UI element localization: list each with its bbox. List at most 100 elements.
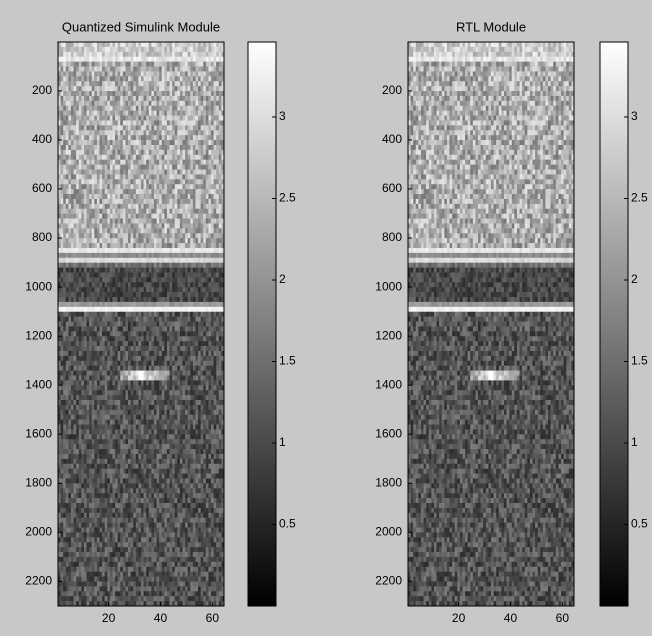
image-pixel	[63, 116, 66, 121]
image-pixel	[211, 174, 214, 179]
image-pixel	[87, 233, 90, 238]
image-pixel	[71, 214, 74, 219]
image-pixel	[125, 209, 128, 214]
image-pixel	[71, 170, 74, 175]
image-pixel	[102, 81, 105, 86]
image-pixel	[100, 155, 103, 160]
image-pixel	[71, 194, 74, 199]
image-pixel	[110, 400, 113, 405]
image-pixel	[112, 76, 115, 81]
image-pixel	[112, 273, 115, 278]
image-pixel	[131, 297, 134, 302]
image-pixel	[107, 155, 110, 160]
image-pixel	[190, 410, 193, 415]
image-pixel	[162, 400, 165, 405]
image-pixel	[100, 248, 103, 253]
image-pixel	[76, 238, 79, 243]
image-pixel	[102, 331, 105, 336]
image-pixel	[94, 160, 97, 165]
image-pixel	[125, 47, 128, 52]
image-pixel	[167, 165, 170, 170]
image-pixel	[195, 170, 198, 175]
image-pixel	[183, 219, 186, 224]
image-pixel	[76, 57, 79, 62]
image-pixel	[74, 194, 77, 199]
image-pixel	[136, 219, 139, 224]
image-pixel	[157, 96, 160, 101]
image-pixel	[102, 317, 105, 322]
image-pixel	[211, 258, 214, 263]
image-pixel	[123, 214, 126, 219]
image-pixel	[164, 390, 167, 395]
image-pixel	[201, 101, 204, 106]
image-pixel	[154, 209, 157, 214]
image-pixel	[102, 170, 105, 175]
image-pixel	[92, 120, 95, 125]
image-pixel	[164, 67, 167, 72]
image-pixel	[157, 150, 160, 155]
image-pixel	[188, 214, 191, 219]
image-pixel	[102, 189, 105, 194]
image-pixel	[102, 282, 105, 287]
image-pixel	[105, 366, 108, 371]
image-pixel	[175, 67, 178, 72]
image-pixel	[206, 361, 209, 366]
image-pixel	[190, 331, 193, 336]
image-pixel	[71, 361, 74, 366]
image-pixel	[170, 263, 173, 268]
image-pixel	[97, 140, 100, 145]
image-pixel	[84, 111, 87, 116]
image-pixel	[76, 336, 79, 341]
image-pixel	[79, 219, 82, 224]
image-pixel	[214, 57, 217, 62]
image-pixel	[206, 189, 209, 194]
image-pixel	[219, 238, 222, 243]
image-pixel	[97, 199, 100, 204]
image-pixel	[131, 366, 134, 371]
image-pixel	[167, 125, 170, 130]
image-pixel	[211, 312, 214, 317]
image-pixel	[107, 400, 110, 405]
image-pixel	[190, 341, 193, 346]
image-pixel	[177, 228, 180, 233]
image-pixel	[125, 243, 128, 248]
image-pixel	[211, 184, 214, 189]
image-pixel	[102, 194, 105, 199]
image-pixel	[208, 287, 211, 292]
image-pixel	[164, 209, 167, 214]
image-pixel	[100, 96, 103, 101]
image-pixel	[68, 366, 71, 371]
image-pixel	[131, 57, 134, 62]
image-pixel	[89, 312, 92, 317]
image-pixel	[198, 228, 201, 233]
image-pixel	[84, 336, 87, 341]
image-pixel	[180, 120, 183, 125]
image-pixel	[110, 371, 113, 376]
image-pixel	[71, 395, 74, 400]
image-pixel	[79, 312, 82, 317]
image-pixel	[198, 273, 201, 278]
image-pixel	[172, 297, 175, 302]
image-pixel	[94, 219, 97, 224]
image-pixel	[89, 395, 92, 400]
image-pixel	[151, 346, 154, 351]
image-pixel	[216, 194, 219, 199]
image-pixel	[81, 390, 84, 395]
image-pixel	[107, 160, 110, 165]
image-pixel	[112, 52, 115, 57]
image-pixel	[216, 189, 219, 194]
image-pixel	[151, 380, 154, 385]
image-pixel	[159, 233, 162, 238]
image-pixel	[63, 346, 66, 351]
image-pixel	[206, 101, 209, 106]
image-pixel	[110, 292, 113, 297]
image-pixel	[125, 400, 128, 405]
image-pixel	[164, 223, 167, 228]
image-pixel	[159, 263, 162, 268]
image-pixel	[157, 189, 160, 194]
image-pixel	[66, 228, 69, 233]
image-pixel	[190, 317, 193, 322]
image-pixel	[76, 400, 79, 405]
image-pixel	[81, 96, 84, 101]
image-pixel	[206, 268, 209, 273]
